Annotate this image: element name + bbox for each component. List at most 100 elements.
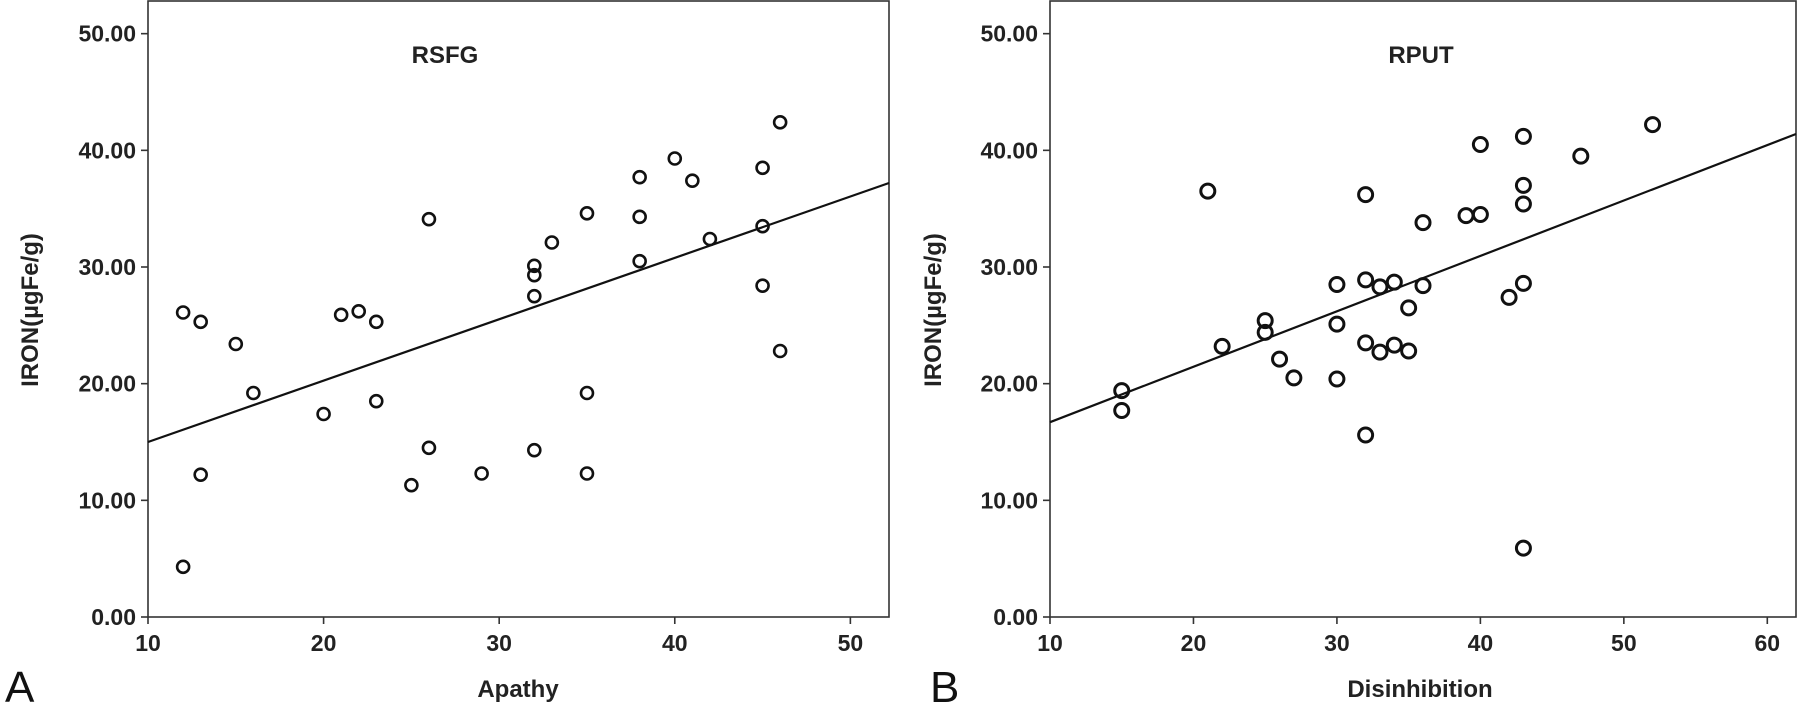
panel-a-data-point (772, 115, 788, 130)
panel-b-x-axis-title: Disinhibition (1347, 676, 1492, 703)
panel-b-points (1113, 116, 1662, 557)
panel-a-points (175, 115, 788, 575)
panel-a-data-point (685, 173, 700, 188)
panel-a-letter: A (5, 663, 35, 710)
panel-b-data-point (1644, 116, 1662, 134)
panel-b-data-point (1514, 127, 1532, 145)
panel-b-data-point (1514, 274, 1532, 292)
panel-a-data-point (632, 169, 647, 185)
panel-a-x-ticks: 10 20 30 40 50 (135, 617, 863, 656)
panel-b-data-point (1213, 337, 1231, 355)
panel-b-data-point (1414, 277, 1432, 295)
panel-a-data-point (175, 559, 191, 575)
panel-a-y-ticks: 0.00 10.00 20.00 30.00 40.00 50.00 (78, 21, 148, 630)
panel-a-y-tick-label: 20.00 (78, 371, 136, 397)
panel-b: 10 20 30 40 50 60 0.00 10.00 20.00 30.00 40.00 50.… (920, 0, 1797, 710)
panel-a-data-point (351, 304, 367, 319)
panel-b-data-point (1514, 539, 1532, 557)
panel-a-plot-frame (147, 0, 890, 618)
panel-b-data-point (1514, 195, 1532, 213)
panel-b-data-point (1328, 370, 1346, 388)
panel-b-y-tick-label: 20.00 (980, 371, 1038, 397)
panel-b-data-point (1357, 334, 1375, 352)
panel-a-x-tick-label: 10 (135, 630, 161, 656)
panel-a-data-point (368, 314, 384, 330)
panel-a-y-tick-label: 0.00 (91, 604, 136, 630)
panel-b-y-tick-label: 0.00 (993, 604, 1038, 630)
panel-b-data-point (1328, 315, 1346, 333)
panel-a-data-point (632, 209, 647, 225)
panel-b-data-point (1328, 276, 1346, 293)
panel-a-title: RSFG (412, 42, 479, 69)
panel-b-x-tick-label: 30 (1324, 630, 1350, 656)
panel-b-x-tick-label: 50 (1611, 630, 1637, 656)
panel-b-data-point (1400, 299, 1418, 317)
panel-b-data-point (1471, 206, 1489, 223)
panel-b-y-tick-label: 30.00 (980, 254, 1038, 280)
panel-a-x-tick-label: 20 (311, 630, 337, 656)
panel-a-data-point (632, 253, 647, 269)
panel-a-data-point (772, 343, 788, 359)
panel-a-data-point (333, 307, 349, 323)
panel-b-data-point (1271, 350, 1289, 368)
panel-b-data-point (1371, 343, 1389, 361)
panel-a-data-point (421, 440, 437, 456)
panel-b-data-point (1385, 273, 1403, 291)
panel-a-data-point (421, 211, 437, 227)
panel-b-data-point (1357, 426, 1375, 444)
panel-a-y-tick-label: 10.00 (78, 487, 136, 513)
panel-b-plot-frame (1049, 0, 1797, 618)
panel-a-data-point (527, 288, 542, 304)
panel-a-data-point (702, 231, 718, 247)
panel-a: 10 20 30 40 50 0.00 10.00 20.00 30.00 40.00 50.00… (5, 0, 890, 710)
panel-a-data-point (193, 467, 208, 482)
panel-a-data-point (527, 442, 542, 458)
panel-a-x-tick-label: 50 (838, 630, 864, 656)
panel-b-data-point (1500, 288, 1518, 306)
panel-a-data-point (755, 278, 770, 293)
panel-b-letter: B (930, 663, 959, 710)
panel-a-data-point (404, 477, 419, 493)
panel-a-data-point (316, 406, 331, 422)
panel-a-y-tick-label: 50.00 (78, 21, 136, 47)
panel-b-data-point (1113, 382, 1131, 400)
panel-b-data-point (1285, 369, 1303, 387)
panel-b-x-ticks: 10 20 30 40 50 60 (1037, 617, 1780, 656)
panel-b-data-point (1357, 186, 1375, 204)
panel-a-x-tick-label: 30 (486, 630, 512, 656)
panel-a-x-axis-title: Apathy (477, 676, 559, 703)
panel-b-y-axis-title: IRON(µgFe/g) (920, 233, 947, 387)
panel-a-data-point (193, 314, 208, 330)
panel-a-data-point (474, 466, 489, 481)
panel-a-y-axis-title: IRON(µgFe/g) (17, 233, 44, 387)
panel-b-x-tick-label: 10 (1037, 630, 1063, 656)
panel-b-data-point (1256, 312, 1274, 330)
panel-b-data-point (1400, 342, 1418, 360)
panel-b-y-tick-label: 50.00 (980, 21, 1038, 47)
panel-b-y-tick-label: 10.00 (980, 487, 1038, 513)
panel-a-data-point (755, 218, 770, 234)
panel-b-data-point (1385, 336, 1403, 354)
panel-b-data-point (1514, 176, 1532, 194)
panel-a-fit-line (147, 181, 890, 444)
panel-b-x-tick-label: 40 (1468, 630, 1494, 656)
panel-b-data-point (1572, 147, 1590, 165)
panel-b-x-tick-label: 20 (1181, 630, 1207, 656)
panel-b-data-point (1113, 402, 1131, 419)
panel-b-data-point (1414, 214, 1432, 232)
panel-a-data-point (527, 258, 542, 274)
panel-a-data-point (228, 336, 244, 352)
panel-a-data-point (544, 235, 560, 250)
panel-b-y-tick-label: 40.00 (980, 137, 1038, 163)
panel-a-data-point (175, 305, 191, 320)
panel-b-data-point (1256, 323, 1274, 341)
panel-b-y-ticks: 0.00 10.00 20.00 30.00 40.00 50.00 (980, 21, 1050, 630)
panel-b-data-point (1457, 207, 1475, 225)
panel-b-data-point (1199, 182, 1217, 200)
panel-a-y-tick-label: 40.00 (78, 137, 136, 163)
panel-b-data-point (1471, 136, 1489, 153)
panel-a-data-point (755, 160, 770, 176)
panel-a-y-tick-label: 30.00 (78, 254, 136, 280)
panel-a-data-point (667, 151, 683, 166)
